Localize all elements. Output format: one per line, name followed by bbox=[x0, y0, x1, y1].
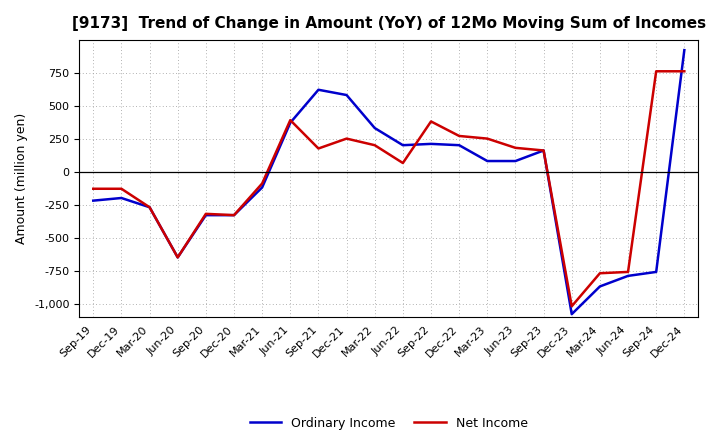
Ordinary Income bbox=[680, 48, 688, 53]
Ordinary Income bbox=[427, 141, 436, 147]
Net Income bbox=[117, 186, 126, 191]
Ordinary Income bbox=[652, 269, 660, 275]
Ordinary Income bbox=[230, 213, 238, 218]
Net Income bbox=[258, 181, 266, 186]
Ordinary Income bbox=[202, 213, 210, 218]
Net Income bbox=[145, 205, 154, 210]
Net Income bbox=[370, 143, 379, 148]
Title: [9173]  Trend of Change in Amount (YoY) of 12Mo Moving Sum of Incomes: [9173] Trend of Change in Amount (YoY) o… bbox=[72, 16, 706, 32]
Line: Ordinary Income: Ordinary Income bbox=[94, 50, 684, 314]
Ordinary Income bbox=[117, 195, 126, 201]
Net Income bbox=[652, 69, 660, 74]
Ordinary Income bbox=[624, 273, 632, 279]
Net Income bbox=[680, 69, 688, 74]
Legend: Ordinary Income, Net Income: Ordinary Income, Net Income bbox=[245, 412, 533, 435]
Net Income bbox=[483, 136, 492, 141]
Net Income bbox=[202, 211, 210, 216]
Net Income bbox=[455, 133, 464, 139]
Ordinary Income bbox=[258, 185, 266, 190]
Ordinary Income bbox=[286, 120, 294, 125]
Net Income bbox=[624, 269, 632, 275]
Ordinary Income bbox=[483, 158, 492, 164]
Net Income bbox=[286, 117, 294, 123]
Line: Net Income: Net Income bbox=[94, 71, 684, 306]
Ordinary Income bbox=[174, 255, 182, 260]
Net Income bbox=[342, 136, 351, 141]
Ordinary Income bbox=[145, 205, 154, 210]
Y-axis label: Amount (million yen): Amount (million yen) bbox=[15, 113, 28, 244]
Net Income bbox=[595, 271, 604, 276]
Net Income bbox=[314, 146, 323, 151]
Net Income bbox=[539, 148, 548, 153]
Ordinary Income bbox=[342, 92, 351, 98]
Net Income bbox=[89, 186, 98, 191]
Net Income bbox=[567, 304, 576, 309]
Net Income bbox=[427, 119, 436, 124]
Net Income bbox=[511, 145, 520, 150]
Net Income bbox=[230, 213, 238, 218]
Net Income bbox=[399, 160, 408, 165]
Ordinary Income bbox=[314, 87, 323, 92]
Ordinary Income bbox=[595, 284, 604, 289]
Ordinary Income bbox=[539, 148, 548, 153]
Ordinary Income bbox=[399, 143, 408, 148]
Ordinary Income bbox=[511, 158, 520, 164]
Ordinary Income bbox=[89, 198, 98, 203]
Ordinary Income bbox=[455, 143, 464, 148]
Ordinary Income bbox=[370, 125, 379, 131]
Ordinary Income bbox=[567, 312, 576, 317]
Net Income bbox=[174, 255, 182, 260]
